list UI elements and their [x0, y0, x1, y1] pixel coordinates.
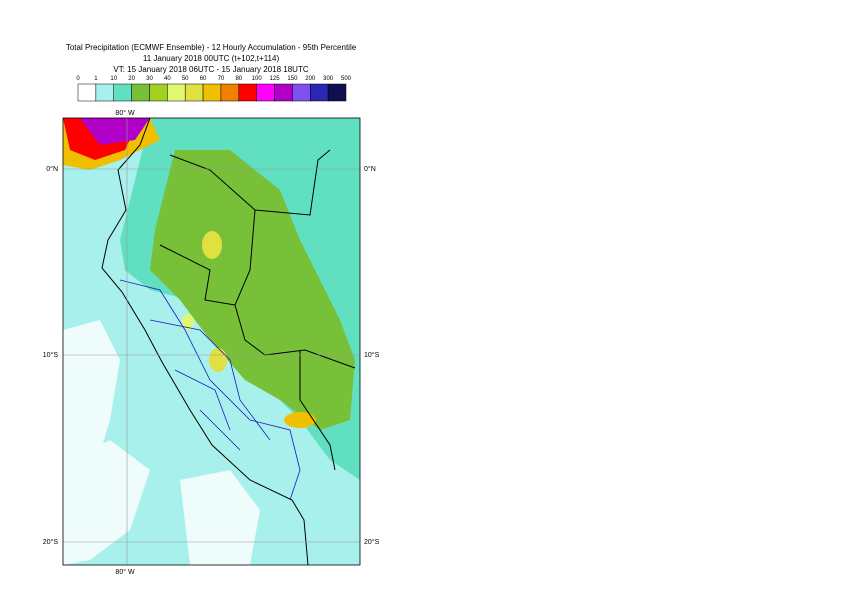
map-frame: [62, 117, 361, 566]
lat-labels: 0°N 10°S 20°S 0°N 10°S 20°S: [43, 165, 380, 546]
legend-swatch: [292, 83, 311, 102]
legend-swatch: [95, 83, 114, 102]
legend-level: 150: [287, 76, 298, 82]
legend-swatch: [131, 83, 150, 102]
legend-level: 10: [110, 76, 117, 82]
lon-label: 80° W: [115, 568, 135, 576]
lat-label: 0°N: [46, 165, 58, 173]
legend-swatch: [77, 83, 97, 102]
legend-level: 70: [218, 76, 225, 82]
legend-level: 1: [94, 76, 98, 82]
legend-level: 60: [200, 76, 207, 82]
legend-level: 300: [323, 76, 334, 82]
lat-label: 10°S: [364, 351, 380, 359]
lat-label: 0°N: [364, 165, 376, 173]
legend-level: 100: [252, 76, 263, 82]
legend-swatch: [202, 83, 222, 102]
legend-level: 0: [76, 76, 80, 82]
legend-swatch: [113, 83, 132, 102]
legend-level: 200: [305, 76, 316, 82]
legend-swatch: [310, 83, 329, 102]
legend-swatch: [238, 83, 257, 102]
lat-label: 20°S: [43, 538, 59, 546]
map: [63, 118, 360, 565]
legend-swatch: [220, 83, 240, 102]
legend-swatch: [149, 83, 168, 102]
title-line: Total Precipitation (ECMWF Ensemble) - 1…: [66, 43, 357, 52]
legend: 0 1 10 20 30 40 50 60 70 80 100 125 150 200 300 500: [76, 76, 352, 102]
legend-level: 20: [128, 76, 135, 82]
legend-level: 500: [341, 76, 352, 82]
lat-label: 10°S: [43, 351, 59, 359]
legend-level: 40: [164, 76, 171, 82]
title-line: 11 January 2018 00UTC (t+102,t+114): [143, 54, 280, 63]
lat-label: 20°S: [364, 538, 380, 546]
title-line: VT: 15 January 2018 06UTC - 15 January 2…: [113, 65, 308, 74]
legend-swatch: [184, 83, 204, 102]
legend-swatch: [256, 83, 275, 102]
legend-level: 125: [270, 76, 281, 82]
legend-swatch: [274, 83, 293, 102]
legend-level: 80: [235, 76, 242, 82]
legend-level: 50: [182, 76, 189, 82]
legend-swatch: [327, 83, 347, 102]
legend-swatch: [167, 83, 186, 102]
legend-level: 30: [146, 76, 153, 82]
lon-label: 80° W: [115, 109, 135, 117]
